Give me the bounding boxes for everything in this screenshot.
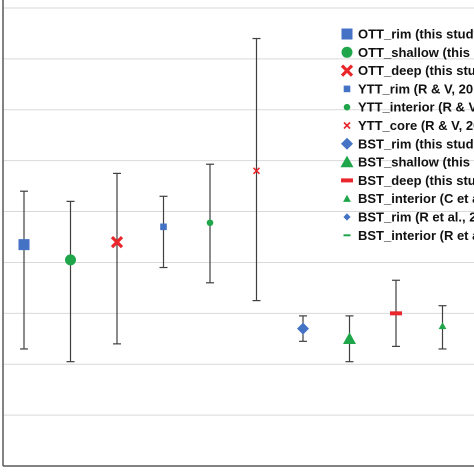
legend-marker [343, 85, 351, 93]
legend-marker [340, 64, 354, 77]
legend-label: BST_interior (R et al.) [358, 228, 474, 243]
legend-marker [343, 194, 351, 202]
legend-entry: OTT_deep (this study) [340, 63, 474, 78]
legend-entry: BST_rim (R et al., 2011) [343, 210, 474, 225]
data-point [65, 254, 76, 266]
legend-entry: BST_rim (this study) [341, 136, 474, 151]
data-markers [18, 167, 447, 344]
legend-label: BST_rim (R et al., 2011) [358, 210, 474, 225]
legend-marker [343, 213, 351, 221]
data-point [206, 219, 214, 227]
data-point-stroke [252, 167, 261, 175]
legend-entry: BST_deep (this study) [341, 173, 474, 188]
legend-marker-stroke [343, 121, 351, 130]
data-point [390, 311, 402, 316]
gridlines [3, 7, 474, 416]
legend-marker [343, 234, 351, 237]
legend-entry: BST_shallow (this study) [340, 155, 474, 170]
legend-entry: OTT_shallow (this study) [341, 45, 474, 60]
data-point [252, 167, 261, 175]
legend-entry: BST_interior (R et al.) [343, 228, 474, 243]
legend-label: OTT_shallow (this study) [358, 45, 474, 60]
legend-entry: YTT_rim (R & V, 2012) [343, 81, 474, 96]
legend-label: YTT_interior (R & V, 2012) [358, 100, 474, 115]
legend-marker [343, 103, 351, 111]
legend-marker [341, 46, 353, 58]
data-point [160, 223, 167, 231]
data-point [343, 332, 356, 344]
legend-marker [343, 121, 351, 130]
legend: OTT_rim (this study) OTT_shallow (this st… [340, 27, 474, 243]
legend-entry: BST_interior (C et al.) [343, 191, 474, 206]
legend-label: YTT_rim (R & V, 2012) [358, 81, 474, 96]
data-point-stroke [110, 235, 124, 249]
legend-label: BST_shallow (this study) [358, 155, 474, 170]
data-point [110, 235, 124, 249]
legend-label: BST_interior (C et al.) [358, 191, 474, 206]
legend-marker [341, 28, 353, 40]
legend-label: BST_deep (this study) [358, 173, 474, 188]
legend-marker-stroke [340, 64, 354, 77]
legend-entry: YTT_interior (R & V, 2012) [343, 100, 474, 115]
legend-label: OTT_deep (this study) [358, 63, 474, 78]
data-point [438, 322, 447, 330]
legend-label: OTT_rim (this study) [358, 27, 474, 42]
legend-entry: YTT_core (R & V, 2012) [343, 118, 474, 133]
legend-label: YTT_core (R & V, 2012) [358, 118, 474, 133]
legend-marker [340, 155, 354, 168]
legend-label: BST_rim (this study) [358, 136, 474, 151]
legend-marker [341, 137, 353, 150]
legend-marker [341, 178, 353, 183]
legend-entry: OTT_rim (this study) [341, 27, 474, 42]
data-point [297, 322, 309, 335]
data-point [18, 239, 30, 251]
